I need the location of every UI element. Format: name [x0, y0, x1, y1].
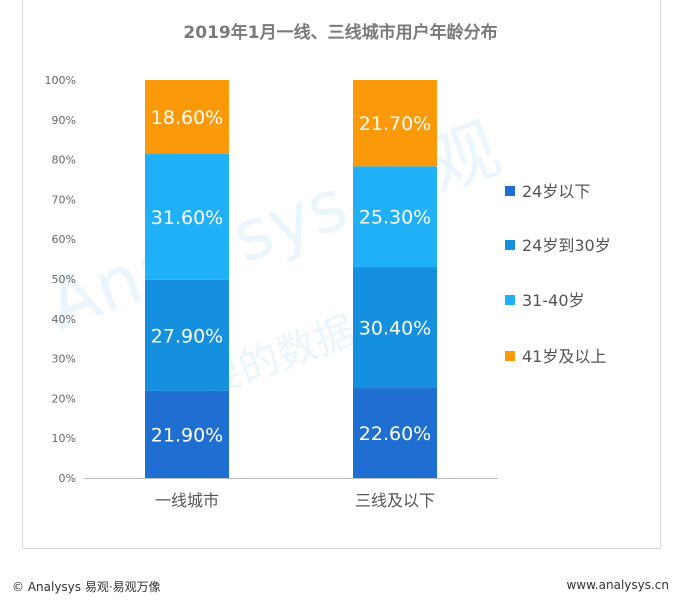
bar-segment [145, 154, 229, 280]
bar-segment [145, 80, 229, 155]
bar-segment [353, 166, 437, 268]
legend-swatch [505, 295, 515, 305]
legend-label: 24岁到30岁 [522, 236, 611, 255]
legend: 24岁以下 24岁到30岁 31-40岁 41岁及以上 [505, 182, 611, 366]
data-label: 18.60% [151, 107, 223, 129]
x-tick-label: 三线及以下 [355, 491, 435, 510]
y-tick-label: 0% [59, 472, 76, 485]
x-tick-label: 一线城市 [155, 491, 219, 510]
x-axis: 一线城市 三线及以下 [155, 491, 435, 510]
legend-label: 41岁及以上 [522, 347, 606, 366]
y-tick-label: 10% [52, 432, 76, 445]
bar-segment [145, 279, 229, 391]
y-tick-label: 90% [52, 114, 76, 127]
chart-title: 2019年1月一线、三线城市用户年龄分布 [183, 23, 498, 43]
y-axis: 0% 10% 20% 30% 40% 50% 60% 70% 80% 90% 100% [45, 74, 498, 485]
y-tick-label: 60% [52, 233, 76, 246]
chart-card [22, 0, 661, 549]
y-tick-label: 70% [52, 193, 76, 206]
y-tick-label: 20% [52, 392, 76, 405]
data-label: 21.90% [151, 424, 223, 446]
y-tick-label: 50% [52, 273, 76, 286]
data-label: 27.90% [151, 325, 223, 347]
data-label: 30.40% [359, 318, 431, 340]
data-label: 22.60% [359, 423, 431, 445]
data-label: 25.30% [359, 207, 431, 229]
bar-segment [353, 80, 437, 167]
y-tick-label: 100% [45, 74, 76, 87]
bars: 21.90% 27.90% 31.60% 18.60% 22.60% 30.40% 25.3… [145, 80, 437, 478]
y-tick-label: 80% [52, 154, 76, 167]
data-label: 21.70% [359, 113, 431, 135]
legend-swatch [505, 351, 515, 361]
watermark: Analysys 易观 你要的数据分析 [38, 107, 510, 419]
legend-swatch [505, 186, 515, 196]
legend-label: 31-40岁 [522, 291, 585, 310]
bar-segment [353, 388, 437, 478]
stacked-bar-chart: Analysys 易观 你要的数据分析 0% 10% 20% 30% 40% 50% 60%… [38, 74, 611, 510]
footer-website: www.analysys.cn [566, 578, 669, 592]
bar-segment [145, 390, 229, 478]
y-tick-label: 40% [52, 313, 76, 326]
bar-segment [353, 267, 437, 389]
footer-copyright: © Analysys 易观·易观万像 [12, 580, 161, 594]
legend-swatch [505, 240, 515, 250]
data-label: 31.60% [151, 207, 223, 229]
watermark-brand: Analysys 易观 [38, 107, 510, 346]
legend-label: 24岁以下 [522, 182, 590, 201]
y-tick-label: 30% [52, 353, 76, 366]
